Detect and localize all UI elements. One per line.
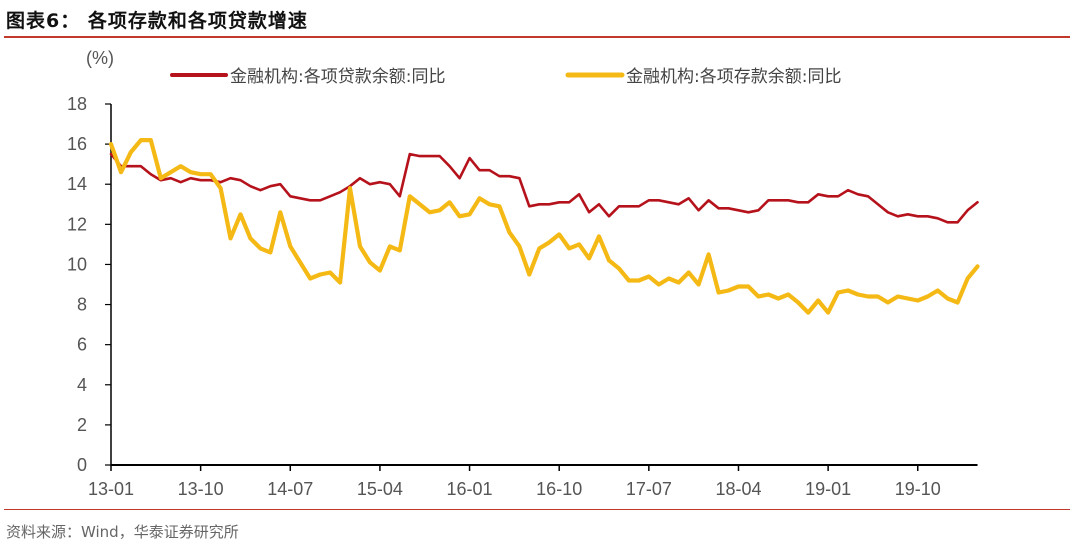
x-tick-label: 18-04 [715, 479, 761, 499]
x-tick-label: 13-10 [178, 479, 224, 499]
deposits-series-line [108, 138, 980, 315]
legend-label: 金融机构:各项存款余额:同比 [626, 67, 841, 87]
legend: 金融机构:各项贷款余额:同比 金融机构:各项存款余额:同比 [170, 67, 841, 87]
top-divider [4, 36, 1070, 38]
y-tick-label: 14 [67, 174, 87, 194]
x-tick-label: 17-07 [626, 479, 672, 499]
x-tick-label: 16-10 [536, 479, 582, 499]
x-tick-label: 19-10 [895, 479, 941, 499]
x-tick-label: 13-01 [88, 479, 134, 499]
series-lines [108, 138, 980, 315]
bottom-divider [4, 509, 1070, 510]
x-tick-label: 14-07 [267, 479, 313, 499]
y-axis-unit: (%) [86, 48, 114, 68]
legend-label: 金融机构:各项贷款余额:同比 [230, 67, 445, 87]
y-tick-label: 2 [77, 415, 87, 435]
x-tick-label: 15-04 [357, 479, 403, 499]
loans-series-line [109, 152, 979, 224]
y-tick-label: 10 [67, 254, 87, 274]
x-tick-label: 19-01 [805, 479, 851, 499]
y-tick-label: 6 [77, 335, 87, 355]
source-note: 资料来源：Wind，华泰证券研究所 [6, 523, 239, 541]
y-tick-label: 12 [67, 214, 87, 234]
x-tick-label: 16-01 [447, 479, 493, 499]
y-tick-label: 18 [67, 94, 87, 114]
chart-title: 图表6： 各项存款和各项贷款增速 [6, 10, 308, 32]
y-tick-label: 0 [77, 455, 87, 475]
y-tick-label: 4 [77, 375, 87, 395]
axes: 0 2 4 6 8 10 12 14 16 18 (%) 13-01 13-10 14-07 15-04 16… [67, 48, 978, 499]
y-tick-label: 8 [77, 295, 87, 315]
y-tick-label: 16 [67, 134, 87, 154]
